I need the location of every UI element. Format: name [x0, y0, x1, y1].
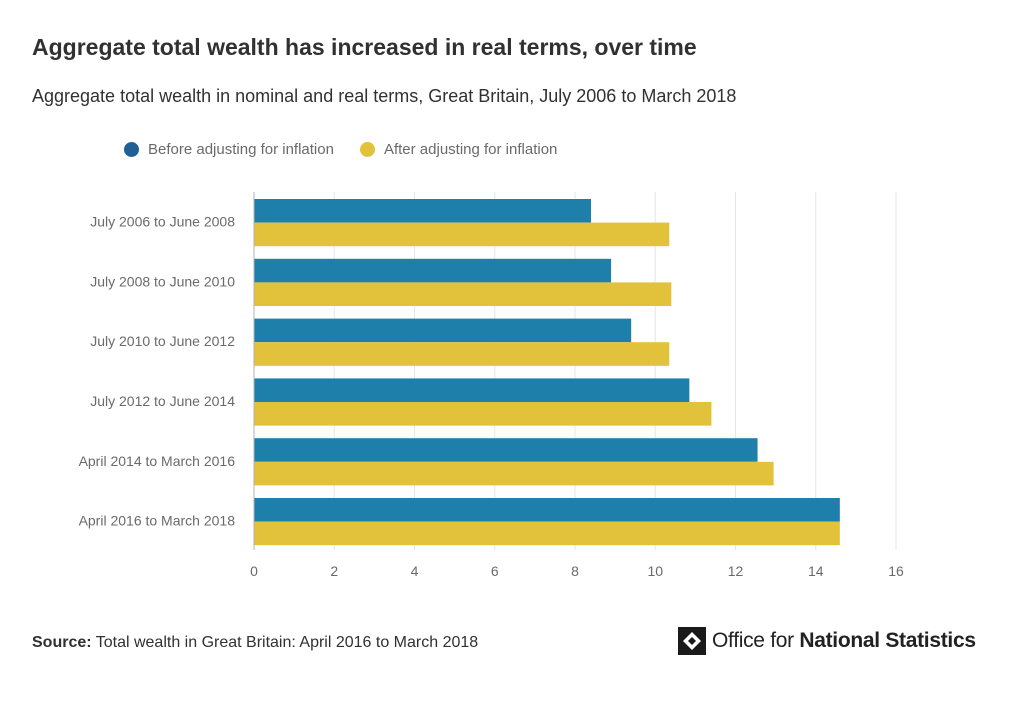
- bar-after-1[interactable]: [254, 282, 672, 306]
- logo-text-regular: Office for: [712, 629, 800, 652]
- bar-after-4[interactable]: [254, 461, 774, 486]
- source-link[interactable]: Total wealth in Great Britain: April 201…: [95, 634, 479, 651]
- category-label-4: April 2014 to March 2016: [79, 453, 236, 469]
- legend-label-after: After adjusting for inflation: [383, 141, 558, 158]
- bar-before-0[interactable]: [254, 199, 592, 223]
- category-label-2: July 2010 to June 2012: [90, 333, 235, 349]
- source-label: Source:: [32, 634, 92, 651]
- x-tick-label-6: 12: [728, 563, 744, 579]
- ons-logo-icon: [678, 627, 706, 655]
- category-label-0: July 2006 to June 2008: [90, 214, 235, 230]
- ons-logo-text: Office for National Statistics: [712, 629, 976, 653]
- legend-swatch-after: [359, 142, 375, 157]
- legend: Before adjusting for inflation After adj…: [124, 141, 583, 158]
- ons-logo: Office for National Statistics: [678, 627, 976, 655]
- bar-before-5[interactable]: [254, 498, 840, 522]
- bar-after-3[interactable]: [254, 402, 712, 426]
- chart-subtitle: Aggregate total wealth in nominal and re…: [32, 86, 737, 106]
- x-tick-label-5: 10: [647, 563, 663, 579]
- x-tick-label-2: 4: [411, 563, 419, 579]
- category-label-5: April 2016 to March 2018: [79, 513, 236, 529]
- legend-item-after[interactable]: After adjusting for inflation: [359, 141, 558, 158]
- bar-after-2[interactable]: [254, 342, 670, 366]
- category-label-3: July 2012 to June 2014: [90, 393, 235, 409]
- chart-title: Aggregate total wealth has increased in …: [32, 34, 697, 60]
- legend-item-before[interactable]: Before adjusting for inflation: [124, 141, 334, 158]
- logo-text-bold: National Statistics: [799, 629, 976, 652]
- legend-label-before: Before adjusting for inflation: [148, 141, 334, 158]
- bar-after-0[interactable]: [254, 222, 670, 247]
- legend-swatch-before: [124, 142, 139, 157]
- x-tick-label-4: 8: [571, 563, 579, 579]
- x-tick-label-0: 0: [250, 563, 258, 579]
- x-tick-label-3: 6: [491, 563, 499, 579]
- bar-before-1[interactable]: [254, 258, 612, 283]
- x-tick-label-7: 14: [808, 563, 824, 579]
- bar-before-2[interactable]: [254, 318, 632, 343]
- x-tick-label-1: 2: [330, 563, 338, 579]
- bar-after-5[interactable]: [254, 521, 840, 546]
- bar-before-3[interactable]: [254, 378, 690, 402]
- source-note: Source: Total wealth in Great Britain: A…: [32, 634, 478, 652]
- category-label-1: July 2008 to June 2010: [90, 273, 235, 289]
- x-tick-label-8: 16: [888, 563, 904, 579]
- bar-before-4[interactable]: [254, 438, 758, 462]
